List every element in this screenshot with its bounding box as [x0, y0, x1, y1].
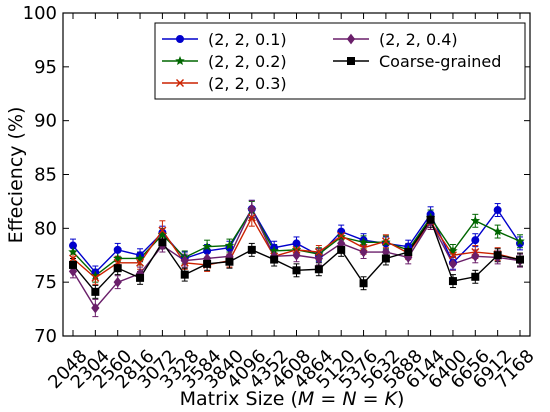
series-3-point: [381, 237, 390, 246]
y-tick-label: 90: [34, 111, 57, 132]
series-5-point: [292, 266, 301, 275]
series-2-point: [112, 253, 123, 263]
legend-marker: [347, 57, 355, 65]
series-4-point: [91, 302, 100, 314]
x-axis-label-var-n: N: [342, 388, 356, 410]
series-3-point: [158, 226, 167, 235]
legend-marker: [176, 79, 184, 87]
series-3-point: [292, 245, 301, 254]
series-5-point: [381, 254, 390, 263]
legend-marker: [175, 55, 185, 66]
y-axis-label: Effeciency (%): [5, 107, 27, 244]
series-3-point: [337, 231, 346, 240]
x-axis-label-eq-2: =: [357, 388, 385, 410]
legend-label: (2, 2, 0.3): [208, 74, 287, 93]
series-4-point: [448, 258, 458, 270]
series-markers: [68, 203, 525, 314]
series-5-point: [471, 272, 480, 281]
series-5-point: [136, 273, 145, 282]
y-tick-label: 70: [34, 326, 57, 347]
legend-item: (2, 2, 0.3): [162, 74, 287, 93]
legend-marker: [346, 33, 356, 45]
y-tick-label: 85: [34, 165, 57, 186]
y-tick-label: 95: [34, 57, 57, 78]
series-5-point: [158, 238, 167, 247]
series-5-point: [337, 245, 346, 254]
y-tick-label: 75: [34, 272, 57, 293]
series-5-point: [180, 270, 189, 279]
series-1-point: [113, 245, 122, 254]
x-axis-label-var-k: K: [385, 388, 399, 410]
series-3-point: [91, 273, 100, 282]
x-axis-label-suffix: ): [397, 388, 404, 410]
x-axis-label: Matrix Size (M = N = K): [180, 388, 405, 410]
series-4-point: [314, 253, 323, 264]
series-3-point: [247, 213, 256, 222]
series-2-point: [202, 241, 213, 251]
series-3-point: [314, 248, 323, 257]
series-5-point: [91, 287, 100, 296]
series-5-point: [404, 248, 413, 257]
series-4-point: [68, 266, 78, 277]
series-2-point: [447, 245, 458, 256]
series-5-point: [516, 255, 524, 264]
x-axis-label-eq-1: =: [314, 388, 342, 410]
y-tick-label: 100: [23, 3, 57, 24]
series-3-point: [448, 251, 457, 260]
legend-label: (2, 2, 0.2): [208, 52, 287, 71]
series-5-point: [247, 245, 256, 254]
x-axis-label-var-m: M: [298, 388, 314, 410]
series-5-point: [225, 257, 234, 266]
series-5-point: [426, 215, 435, 224]
series-1-point: [471, 236, 480, 245]
series-5-point: [493, 251, 502, 260]
x-axis-label-prefix: Matrix Size (: [180, 388, 298, 410]
series-4-point: [292, 249, 301, 261]
series-5-point: [359, 279, 368, 288]
series-2-point: [470, 215, 481, 226]
series-4-point: [247, 203, 256, 215]
legend-item: Coarse-grained: [333, 52, 501, 71]
y-axis: 70 75 80 85 90 95 100: [23, 3, 530, 347]
series-5-point: [203, 259, 212, 268]
legend-item: (2, 2, 0.2): [162, 52, 287, 71]
legend-label: Coarse-grained: [379, 52, 501, 71]
legend-item: (2, 2, 0.4): [333, 30, 458, 49]
series-5-point: [69, 260, 77, 269]
legend-label: (2, 2, 0.4): [379, 30, 458, 49]
series-4-point: [471, 251, 480, 262]
series-3-point: [136, 258, 145, 267]
series-3-point: [69, 254, 77, 263]
series-5-point: [314, 265, 323, 274]
legend-marker: [176, 35, 184, 43]
series-2-point: [68, 246, 78, 257]
legend: (2, 2, 0.1) (2, 2, 0.2) (2, 2, 0.3) (2, 2, …: [154, 22, 526, 100]
series-5-point: [270, 255, 279, 264]
series-5-point: [448, 277, 457, 286]
series-5-point: [113, 264, 122, 273]
series-2-point: [492, 226, 503, 236]
series-2-point: [515, 236, 525, 246]
legend-item: (2, 2, 0.1): [162, 30, 287, 49]
series-2-point: [135, 253, 146, 263]
series-1-point: [493, 206, 502, 215]
y-tick-label: 80: [34, 218, 57, 239]
series-2-point: [358, 237, 369, 247]
series-4-point: [180, 255, 189, 266]
series-2-point: [224, 240, 235, 250]
series-4-point: [359, 246, 368, 258]
legend-label: (2, 2, 0.1): [208, 30, 287, 49]
series-4-point: [113, 276, 122, 288]
